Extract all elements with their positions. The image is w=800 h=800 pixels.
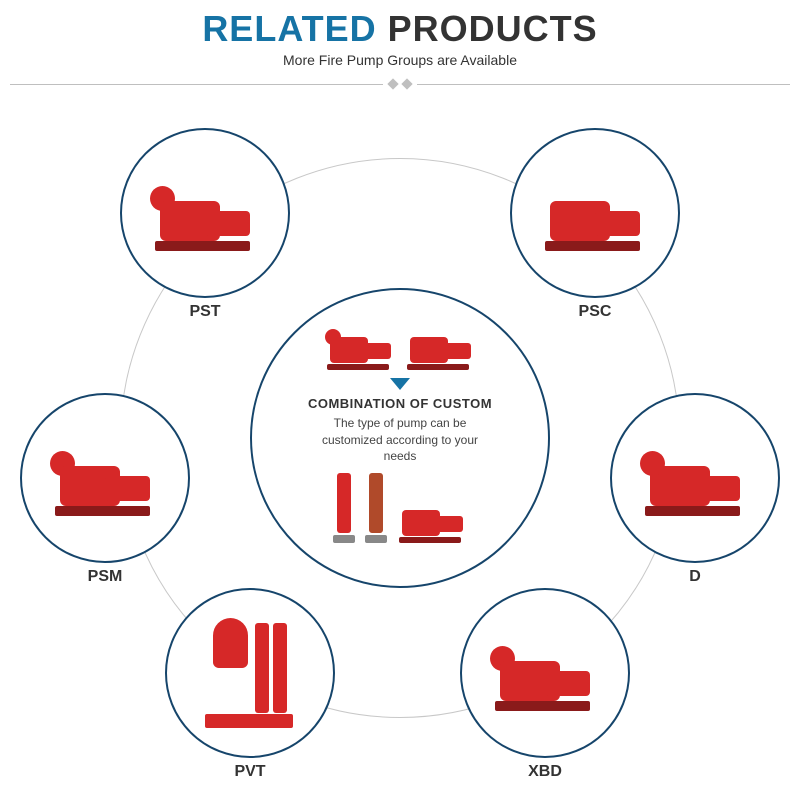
pump-icon [640,441,750,516]
center-node: COMBINATION OF CUSTOM The type of pump c… [250,288,550,588]
product-label: XBD [460,763,630,781]
center-bottom-images [333,473,467,543]
center-title: COMBINATION OF CUSTOM [308,396,492,411]
product-node [510,128,680,298]
product-node [460,588,630,758]
product-label: D [610,568,780,586]
pump-icon [205,618,295,728]
header: RELATED PRODUCTS More Fire Pump Groups a… [0,0,800,88]
product-label: PVT [165,763,335,781]
divider-diamond [401,78,412,89]
product-node [120,128,290,298]
pump-icon [405,325,475,370]
page-title: RELATED PRODUCTS [0,8,800,50]
diagram-stage: COMBINATION OF CUSTOM The type of pump c… [0,98,800,778]
divider-line [10,84,383,85]
pump-icon [540,176,650,251]
pump-icon [490,636,600,711]
product-node [20,393,190,563]
pump-icon [333,473,355,543]
product-label: PSC [510,303,680,321]
page-subtitle: More Fire Pump Groups are Available [0,52,800,68]
title-accent: RELATED [202,8,376,49]
divider [0,80,800,88]
pump-icon [325,325,395,370]
divider-diamond [387,78,398,89]
product-node [165,588,335,758]
center-text: The type of pump can be customized accor… [310,415,490,465]
title-rest: PRODUCTS [388,8,598,49]
divider-line [417,84,790,85]
pump-icon [365,473,387,543]
center-top-images [325,325,475,370]
product-label: PST [120,303,290,321]
product-label: PSM [20,568,190,586]
pump-icon [150,176,260,251]
product-node [610,393,780,563]
arrow-down-icon [390,378,410,390]
pump-icon [397,498,467,543]
pump-icon [50,441,160,516]
